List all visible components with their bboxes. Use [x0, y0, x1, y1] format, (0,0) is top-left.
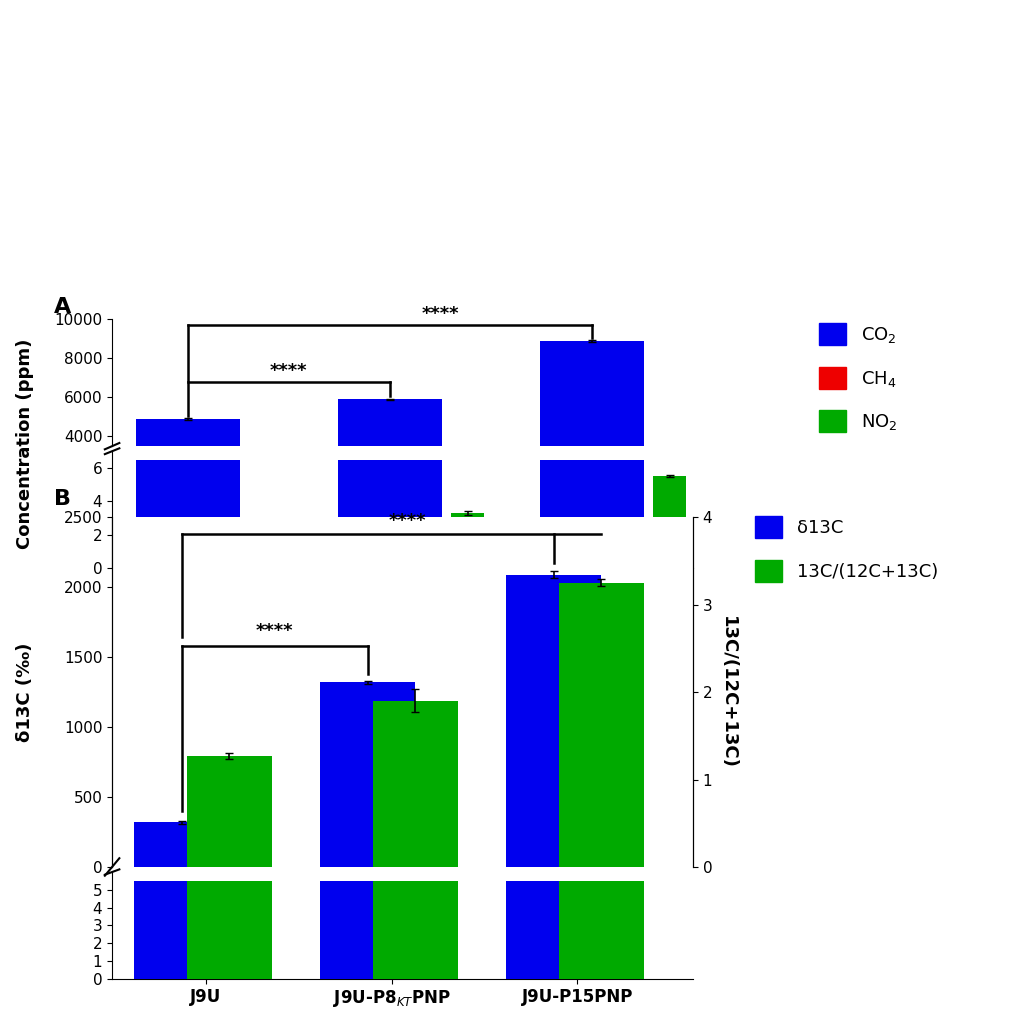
Bar	[135, 881, 229, 979]
Text: Concentration (ppm): Concentration (ppm)	[16, 339, 35, 549]
Bar	[558, 881, 644, 979]
Bar	[373, 881, 458, 979]
Bar	[451, 513, 484, 568]
Bar	[558, 583, 644, 867]
Y-axis label: 13C/(12C+13C): 13C/(12C+13C)	[719, 615, 738, 769]
Bar	[338, 459, 441, 568]
Legend: CO$_2$, CH$_4$, NO$_2$: CO$_2$, CH$_4$, NO$_2$	[812, 315, 905, 440]
Bar	[373, 701, 458, 867]
Legend: δ13C, 13C/(12C+13C): δ13C, 13C/(12C+13C)	[748, 509, 946, 589]
Text: ****: ****	[270, 362, 308, 380]
Bar	[614, 533, 647, 568]
Bar	[135, 822, 229, 867]
Text: A: A	[54, 296, 71, 316]
Bar	[540, 341, 644, 514]
Bar	[320, 682, 416, 867]
Text: B: B	[54, 489, 71, 509]
Bar	[136, 459, 239, 568]
Bar	[186, 881, 272, 979]
Text: ****: ****	[422, 305, 460, 323]
Text: ****: ****	[388, 512, 426, 529]
Bar	[186, 755, 272, 867]
Text: ****: ****	[256, 623, 293, 640]
Bar	[320, 881, 416, 979]
Bar	[136, 419, 239, 514]
Bar	[249, 554, 282, 568]
Bar	[210, 536, 244, 568]
Bar	[505, 881, 601, 979]
Text: δ13C (‰): δ13C (‰)	[16, 642, 35, 742]
Bar	[338, 400, 441, 514]
Bar	[540, 459, 644, 568]
Bar	[505, 575, 601, 867]
Bar	[653, 477, 687, 568]
Bar	[412, 534, 445, 568]
